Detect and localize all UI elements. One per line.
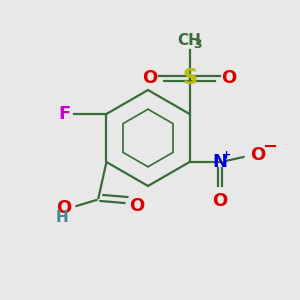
Text: O: O bbox=[142, 69, 158, 87]
Text: O: O bbox=[56, 199, 71, 217]
Text: O: O bbox=[212, 192, 227, 210]
Text: H: H bbox=[56, 211, 69, 226]
Text: O: O bbox=[222, 69, 237, 87]
Text: 3: 3 bbox=[193, 38, 202, 51]
Text: N: N bbox=[212, 153, 227, 171]
Text: F: F bbox=[58, 105, 70, 123]
Text: O: O bbox=[250, 146, 266, 164]
Text: −: − bbox=[262, 138, 278, 156]
Text: S: S bbox=[182, 68, 197, 88]
Text: O: O bbox=[129, 197, 145, 215]
Text: +: + bbox=[222, 150, 231, 160]
Text: CH: CH bbox=[178, 33, 202, 48]
